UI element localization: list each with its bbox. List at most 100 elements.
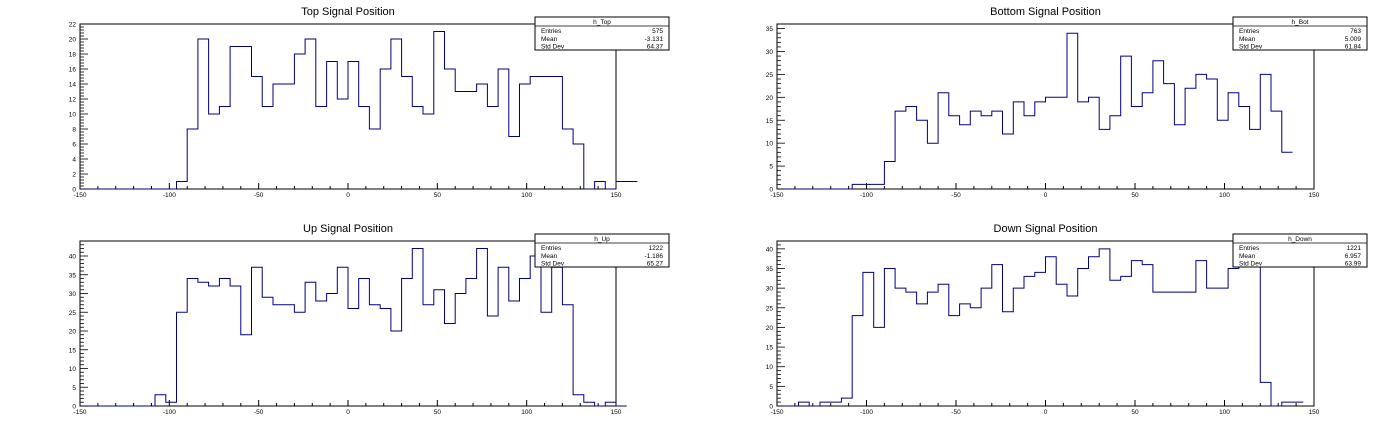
x-tick-label: -100 — [860, 192, 873, 199]
stats-value: 61.84 — [1345, 44, 1362, 51]
x-tick-label: -150 — [770, 192, 783, 199]
y-tick-label: 6 — [72, 142, 76, 149]
chart-title: Up Signal Position — [303, 223, 393, 235]
x-tick-label: 50 — [1131, 409, 1139, 416]
y-tick-label: 0 — [769, 404, 773, 411]
y-tick-label: 5 — [769, 164, 773, 171]
x-tick-label: 100 — [1219, 409, 1230, 416]
stats-value: 1221 — [1347, 245, 1362, 252]
y-tick-label: 35 — [766, 266, 774, 273]
y-tick-label: 8 — [72, 127, 76, 134]
stats-box: h_Bot Entries 763 Mean 5.009 Std Dev 61.84 — [1232, 16, 1368, 51]
x-tick-label: -50 — [254, 409, 264, 416]
y-tick-label: 4 — [72, 157, 76, 164]
stats-label: Std Dev — [541, 44, 565, 51]
stats-label: Entries — [1239, 28, 1260, 35]
y-tick-label: 10 — [69, 366, 77, 373]
histogram-panel-2: Bottom Signal Position-150 -100 -50 0 50 100 1… — [766, 6, 1368, 199]
x-tick-label: 0 — [1044, 409, 1048, 416]
stats-value: 5.009 — [1345, 36, 1362, 43]
stats-value: -1.186 — [645, 253, 664, 260]
stats-label: Mean — [1239, 253, 1256, 260]
stats-box: h_Up Entries 1222 Mean -1.186 Std Dev 65.27 — [534, 233, 670, 268]
y-tick-label: 14 — [69, 82, 77, 89]
stats-box: h_Down Entries 1221 Mean 6.957 Std Dev 63.99 — [1232, 233, 1368, 268]
stats-value: 763 — [1350, 28, 1361, 35]
y-tick-label: 15 — [766, 345, 774, 352]
stats-label: Std Dev — [1239, 261, 1263, 268]
y-tick-label: 10 — [766, 364, 774, 371]
stats-label: Entries — [1239, 245, 1260, 252]
y-tick-label: 0 — [72, 404, 76, 411]
x-tick-label: 50 — [1131, 192, 1139, 199]
histogram-line — [80, 31, 638, 190]
y-tick-label: 18 — [69, 52, 77, 59]
y-tick-label: 20 — [69, 37, 77, 44]
x-tick-label: 0 — [346, 409, 350, 416]
stats-box-frame — [534, 16, 670, 51]
x-tick-label: 50 — [434, 192, 442, 199]
y-tick-label: 20 — [69, 329, 77, 336]
x-tick-label: -100 — [163, 409, 176, 416]
stats-value: 65.27 — [647, 261, 664, 268]
stats-value: 575 — [652, 28, 663, 35]
y-tick-label: 30 — [766, 286, 774, 293]
stats-label: Mean — [541, 253, 558, 260]
stats-box-frame — [534, 233, 670, 268]
y-tick-label: 12 — [69, 97, 77, 104]
stats-name: h_Top — [593, 19, 611, 26]
y-tick-label: 2 — [72, 172, 76, 179]
histogram-panel-1: Top Signal Position -150 -100 -50 0 50 100 150 0… — [69, 6, 670, 199]
stats-label: Std Dev — [541, 261, 565, 268]
chart-title: Bottom Signal Position — [990, 6, 1101, 18]
stats-value: -3.131 — [645, 36, 664, 43]
x-tick-label: 150 — [611, 409, 622, 416]
stats-box: h_Top Entries 575 Mean -3.131 Std Dev 64.37 — [534, 16, 670, 51]
y-tick-label: 25 — [69, 310, 77, 317]
stats-name: h_Up — [594, 236, 610, 243]
y-tick-label: 35 — [69, 272, 77, 279]
y-tick-label: 15 — [69, 347, 77, 354]
y-tick-label: 0 — [72, 187, 76, 194]
chart-title: Top Signal Position — [301, 6, 395, 18]
x-tick-label: -100 — [163, 192, 176, 199]
histogram-line — [777, 248, 1304, 407]
x-tick-label: 100 — [521, 409, 532, 416]
y-tick-label: 20 — [766, 95, 774, 102]
x-tick-label: 0 — [346, 192, 350, 199]
y-tick-label: 20 — [766, 325, 774, 332]
x-tick-label: -150 — [73, 409, 86, 416]
y-tick-label: 35 — [766, 26, 774, 33]
y-tick-label: 40 — [766, 246, 774, 253]
histogram-panel-4: Down Signal Position-150 -100 -50 0 50 100 150… — [766, 223, 1368, 416]
x-tick-label: 100 — [521, 192, 532, 199]
y-tick-label: 25 — [766, 305, 774, 312]
y-tick-label: 22 — [69, 22, 77, 29]
x-tick-label: 50 — [434, 409, 442, 416]
y-tick-label: 30 — [766, 49, 774, 56]
y-tick-label: 5 — [72, 385, 76, 392]
x-tick-label: -50 — [951, 192, 961, 199]
y-tick-label: 10 — [69, 112, 77, 119]
x-tick-label: -100 — [860, 409, 873, 416]
y-tick-label: 5 — [769, 384, 773, 391]
x-tick-label: -150 — [770, 409, 783, 416]
chart-title: Down Signal Position — [994, 223, 1098, 235]
x-tick-label: 100 — [1219, 192, 1230, 199]
stats-name: h_Down — [1288, 236, 1312, 243]
y-tick-label: 40 — [69, 254, 77, 261]
stats-label: Entries — [541, 28, 562, 35]
stats-value: 63.99 — [1345, 261, 1362, 268]
x-tick-label: -150 — [73, 192, 86, 199]
y-tick-label: 0 — [769, 187, 773, 194]
y-tick-label: 16 — [69, 67, 77, 74]
stats-label: Mean — [541, 36, 558, 43]
y-tick-label: 25 — [766, 72, 774, 79]
x-tick-label: 150 — [1309, 192, 1320, 199]
histogram-panel-3: Up Signal Position -150 -100 -50 0 50 100 150 0 5… — [69, 223, 670, 416]
stats-label: Entries — [541, 245, 562, 252]
stats-box-frame — [1232, 16, 1368, 51]
x-tick-label: 0 — [1044, 192, 1048, 199]
stats-label: Mean — [1239, 36, 1256, 43]
